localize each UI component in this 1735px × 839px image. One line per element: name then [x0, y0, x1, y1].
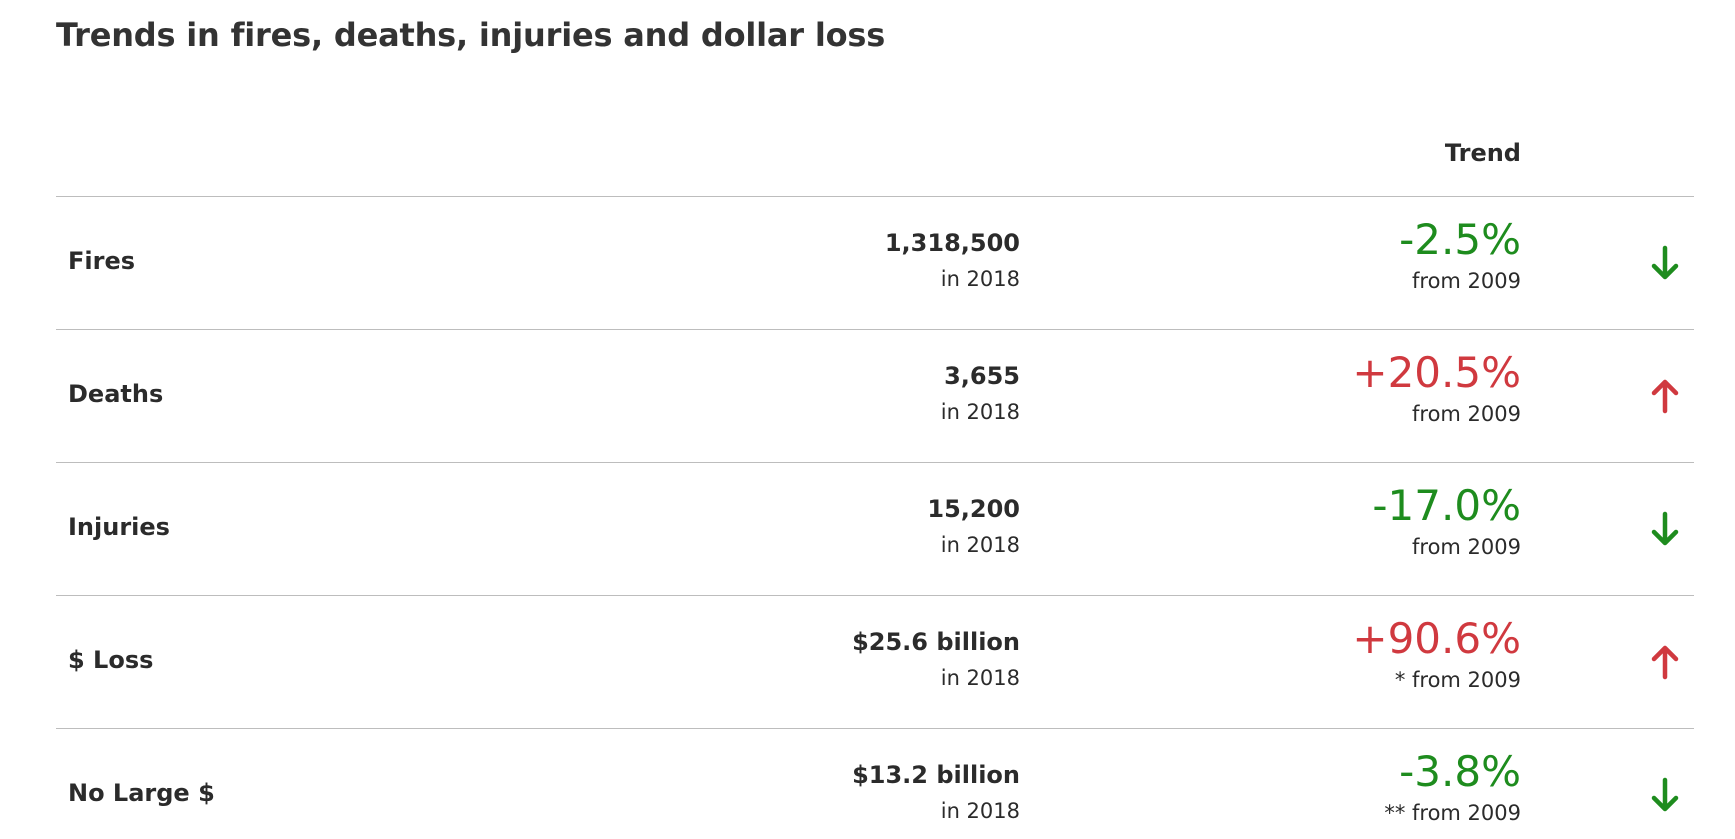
row-value: 1,318,500: [884, 229, 1020, 257]
trend-percent: -17.0%: [1372, 481, 1521, 530]
trend-percent: +20.5%: [1352, 348, 1521, 397]
trend-from: from 2009: [1412, 269, 1521, 293]
table-row-dollar-loss: $ Loss $25.6 billion in 2018 +90.6% * fr…: [56, 595, 1694, 728]
table-row-no-large-loss: No Large $ $13.2 billion in 2018 -3.8% *…: [56, 728, 1694, 839]
trend-from: from 2009: [1412, 402, 1521, 426]
row-value: 3,655: [944, 362, 1020, 390]
trend-cell: -17.0% from 2009: [1156, 481, 1521, 563]
row-label: No Large $: [68, 779, 215, 807]
row-label: Injuries: [68, 513, 170, 541]
arrow-up-icon: [1651, 379, 1679, 414]
row-year: in 2018: [940, 267, 1020, 291]
row-value: 15,200: [927, 495, 1020, 523]
row-label: Fires: [68, 247, 136, 275]
arrow-down-icon: [1651, 777, 1679, 812]
value-cell: 3,655 in 2018: [676, 360, 1020, 432]
trend-column-header: Trend: [1444, 139, 1521, 167]
row-value: $25.6 billion: [852, 628, 1020, 656]
row-label: $ Loss: [68, 646, 154, 674]
row-year: in 2018: [940, 666, 1020, 690]
trend-percent: -3.8%: [1399, 747, 1521, 796]
table-row-fires: Fires 1,318,500 in 2018 -2.5% from 2009: [56, 196, 1694, 329]
trends-table: Fires 1,318,500 in 2018 -2.5% from 2009 …: [56, 196, 1694, 839]
value-cell: 15,200 in 2018: [676, 493, 1020, 565]
trend-cell: -3.8% ** from 2009: [1156, 747, 1521, 829]
arrow-up-icon: [1651, 645, 1679, 680]
row-year: in 2018: [940, 533, 1020, 557]
trend-cell: -2.5% from 2009: [1156, 215, 1521, 297]
row-year: in 2018: [940, 400, 1020, 424]
trend-cell: +20.5% from 2009: [1156, 348, 1521, 430]
trend-from: ** from 2009: [1384, 801, 1521, 825]
table-row-deaths: Deaths 3,655 in 2018 +20.5% from 2009: [56, 329, 1694, 462]
trend-from: from 2009: [1412, 535, 1521, 559]
value-cell: 1,318,500 in 2018: [676, 227, 1020, 299]
trend-cell: +90.6% * from 2009: [1156, 614, 1521, 696]
row-label: Deaths: [68, 380, 164, 408]
row-value: $13.2 billion: [852, 761, 1020, 789]
trend-percent: +90.6%: [1352, 614, 1521, 663]
table-row-injuries: Injuries 15,200 in 2018 -17.0% from 2009: [56, 462, 1694, 595]
arrow-down-icon: [1651, 511, 1679, 546]
value-cell: $25.6 billion in 2018: [676, 626, 1020, 698]
arrow-down-icon: [1651, 245, 1679, 280]
page-title: Trends in fires, deaths, injuries and do…: [56, 16, 886, 54]
row-year: in 2018: [940, 799, 1020, 823]
trend-from: * from 2009: [1394, 668, 1521, 692]
trend-percent: -2.5%: [1399, 215, 1521, 264]
value-cell: $13.2 billion in 2018: [676, 759, 1020, 831]
